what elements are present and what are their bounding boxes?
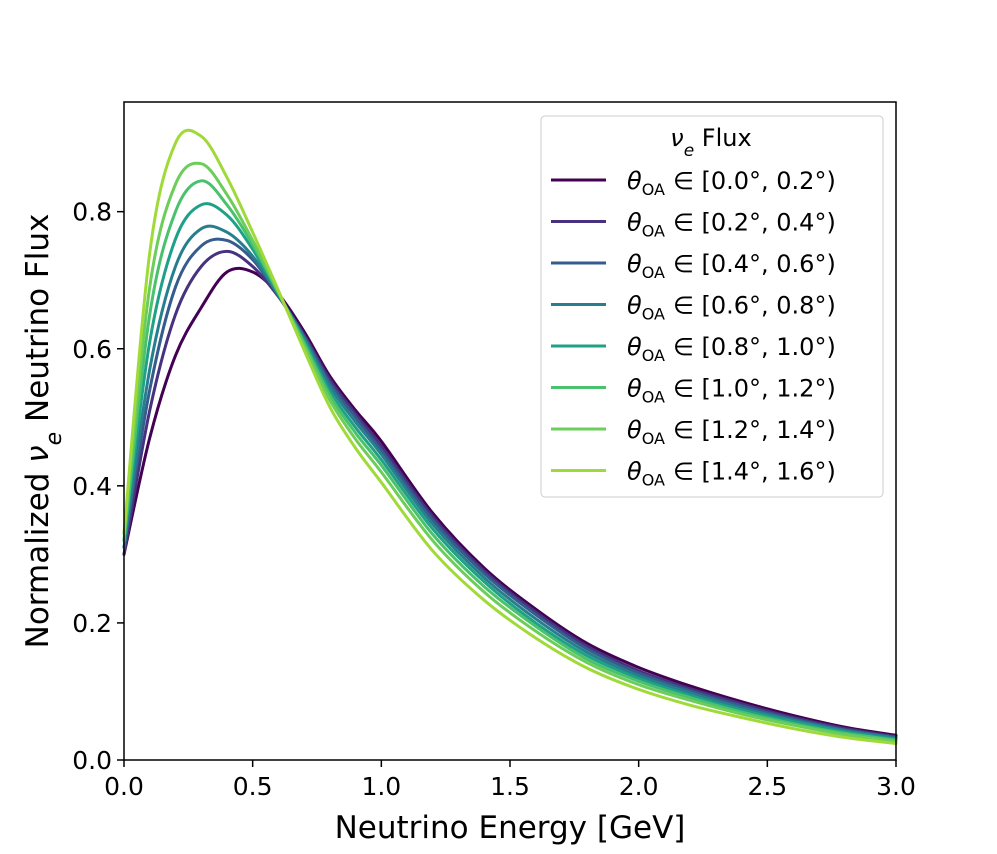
y-tick-label: 0.2 — [72, 609, 112, 638]
legend-label-6: θOA ∈ [1.2°, 1.4°) — [627, 416, 836, 448]
legend-label-3: θOA ∈ [0.6°, 0.8°) — [627, 292, 836, 324]
y-axis-label: Normalized νe Neutrino Flux — [20, 214, 67, 649]
x-tick-label: 0.0 — [104, 772, 144, 801]
y-tick-label: 0.0 — [72, 746, 112, 775]
legend-title: νe Flux — [670, 124, 751, 161]
series-line-3 — [122, 224, 898, 740]
x-tick-label: 1.5 — [490, 772, 530, 801]
series-line-5 — [122, 179, 898, 742]
series-line-1 — [122, 249, 898, 739]
legend-label-1: θOA ∈ [0.2°, 0.4°) — [627, 209, 836, 241]
x-tick-label: 3.0 — [876, 772, 916, 801]
legend-label-5: θOA ∈ [1.0°, 1.2°) — [627, 375, 836, 407]
x-tick-label: 2.0 — [619, 772, 659, 801]
legend-entries: θOA ∈ [0.0°, 0.2°) θOA ∈ [0.2°, 0.4°) θOA ∈ [… — [551, 167, 836, 490]
series-line-6 — [122, 161, 898, 743]
series-line-0 — [122, 266, 898, 737]
x-tick-label: 0.5 — [233, 772, 273, 801]
series-line-4 — [122, 202, 898, 741]
series-line-2 — [122, 237, 898, 739]
legend-label-0: θOA ∈ [0.0°, 0.2°) — [627, 167, 836, 199]
y-tick-label: 0.4 — [72, 472, 112, 501]
x-axis-label: Neutrino Energy [GeV] — [335, 810, 686, 846]
legend-label-2: θOA ∈ [0.4°, 0.6°) — [627, 250, 836, 282]
x-tick-label: 2.5 — [747, 772, 787, 801]
y-axis: 0.0 0.2 0.4 0.6 0.8 — [72, 198, 124, 775]
legend-label-7: θOA ∈ [1.4°, 1.6°) — [627, 458, 836, 490]
y-tick-label: 0.8 — [72, 198, 112, 227]
legend: νe Flux θOA ∈ [0.0°, 0.2°) θOA ∈ [0.2°, 0.4… — [540, 115, 884, 498]
legend-label-4: θOA ∈ [0.8°, 1.0°) — [627, 333, 836, 365]
series-lines — [122, 128, 898, 746]
x-tick-label: 1.0 — [361, 772, 401, 801]
legend-box — [540, 115, 884, 498]
y-tick-label: 0.6 — [72, 335, 112, 364]
series-line-7 — [122, 128, 898, 746]
x-axis: 0.0 0.5 1.0 1.5 2.0 2.5 3.0 — [104, 760, 916, 801]
